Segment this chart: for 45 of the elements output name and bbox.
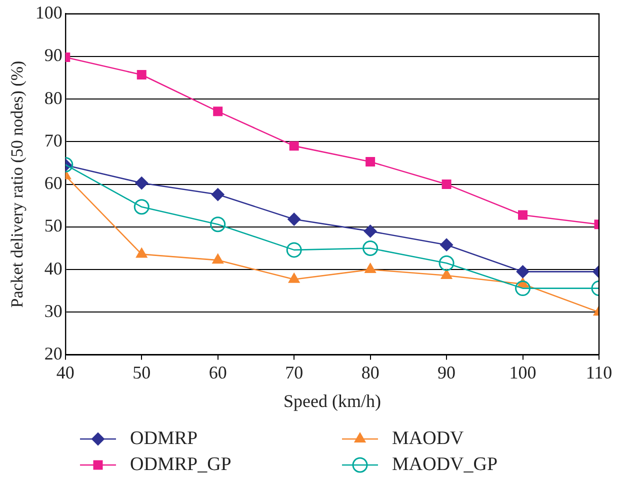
y-tick-label: 90: [44, 45, 62, 66]
point: [286, 242, 302, 258]
x-tick-label: 50: [132, 362, 151, 382]
point: [518, 210, 528, 220]
y-tick-label: 50: [44, 216, 62, 236]
point: [440, 238, 454, 252]
x-tick-label: 100: [509, 362, 536, 382]
point: [366, 156, 376, 166]
point: [362, 240, 378, 256]
point: [136, 248, 148, 258]
x-tick-label: 90: [438, 362, 456, 382]
point: [440, 269, 452, 280]
x-tick-label: 70: [285, 362, 304, 382]
point: [288, 272, 300, 283]
point: [364, 224, 377, 238]
point: [438, 255, 454, 271]
y-tick-label: 20: [44, 344, 62, 364]
x-tick-label: 80: [361, 362, 380, 382]
legend-label: ODMRP: [130, 428, 198, 449]
legend-label: MAODV_GP: [392, 454, 498, 475]
point: [289, 141, 299, 151]
point: [210, 216, 226, 232]
point: [364, 263, 376, 274]
legend-label: MAODV: [392, 428, 464, 449]
point: [442, 180, 452, 190]
y-tick-label: 60: [44, 173, 62, 194]
point: [135, 176, 148, 190]
legend-label: ODMRP_GP: [130, 454, 232, 475]
y-tick-label: 70: [44, 130, 62, 150]
point: [288, 212, 301, 226]
point: [213, 106, 223, 116]
x-tick-label: 110: [586, 362, 612, 382]
point: [515, 280, 531, 296]
x-tick-label: 60: [208, 362, 227, 382]
point: [211, 188, 224, 202]
point: [212, 254, 224, 264]
y-tick-label: 100: [35, 2, 62, 23]
y-tick-label: 30: [44, 300, 62, 321]
point: [516, 265, 530, 278]
point: [136, 70, 146, 80]
y-tick-label: 40: [44, 258, 62, 278]
y-axis-title: Packet delivery ratio (50 nodes) (%): [8, 60, 27, 308]
x-axis-title: Speed (km/h): [283, 390, 381, 411]
point: [134, 199, 150, 215]
y-tick-label: 80: [44, 88, 62, 108]
